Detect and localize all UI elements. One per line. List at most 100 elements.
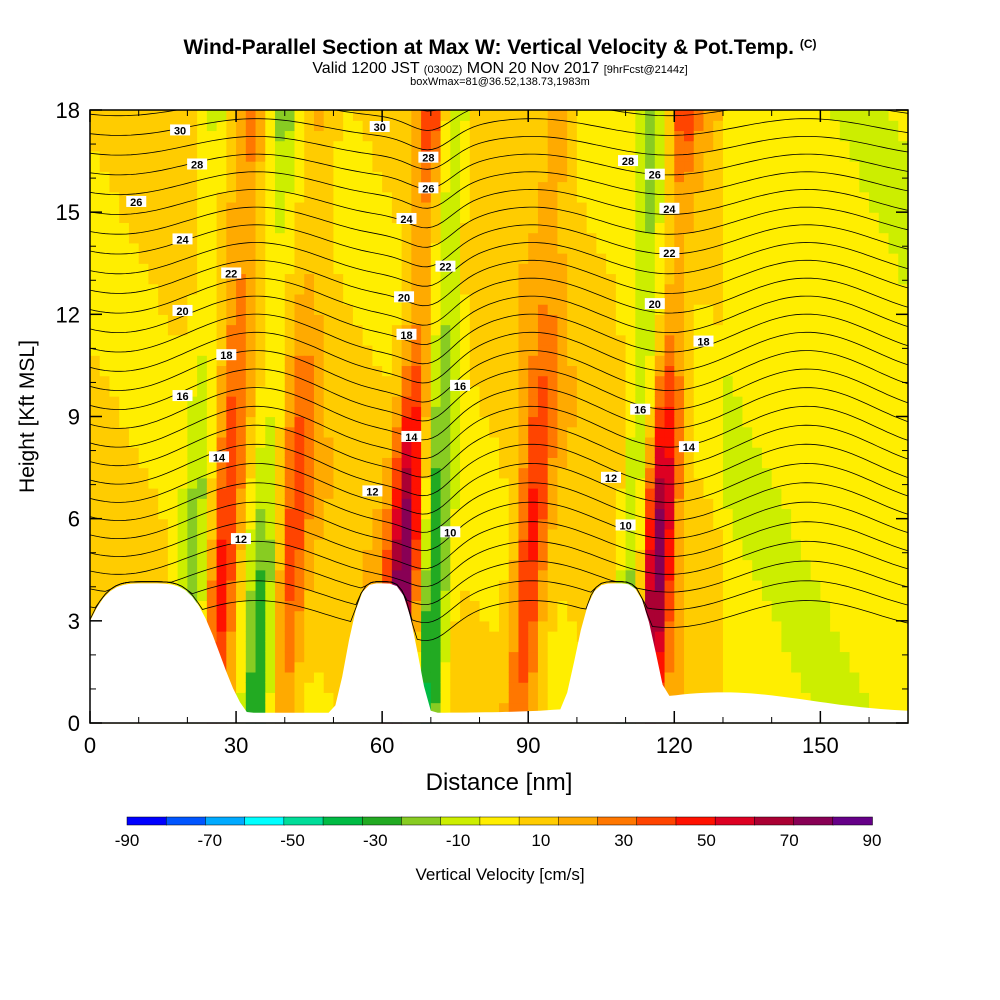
velocity-cell: [567, 324, 578, 336]
velocity-cell: [489, 344, 500, 356]
velocity-cell: [742, 232, 753, 244]
velocity-cell: [489, 181, 500, 193]
velocity-cell: [869, 304, 880, 315]
velocity-cell: [148, 539, 159, 550]
velocity-cell: [99, 344, 111, 356]
velocity-cell: [265, 426, 276, 438]
velocity-cell: [752, 385, 763, 397]
velocity-cell: [469, 385, 481, 397]
velocity-cell: [460, 651, 471, 663]
velocity-cell: [90, 549, 101, 561]
velocity-cell: [693, 375, 705, 387]
velocity-cell: [606, 396, 617, 407]
velocity-cell: [576, 120, 588, 132]
velocity-cell: [830, 314, 841, 326]
velocity-cell: [742, 457, 753, 469]
velocity-cell: [352, 283, 364, 295]
velocity-cell: [469, 273, 481, 285]
velocity-cell: [596, 416, 607, 428]
velocity-cell: [820, 324, 831, 336]
velocity-cell: [401, 222, 412, 234]
velocity-cell: [596, 426, 607, 438]
velocity-cell: [421, 140, 432, 152]
velocity-cell: [391, 283, 403, 295]
velocity-cell: [304, 232, 315, 244]
velocity-cell: [479, 518, 490, 530]
velocity-cell: [703, 579, 714, 591]
velocity-cell: [722, 324, 734, 336]
velocity-cell: [421, 171, 432, 183]
velocity-cell: [323, 375, 335, 387]
velocity-cell: [216, 620, 227, 632]
velocity-cell: [313, 467, 325, 479]
velocity-cell: [508, 508, 520, 520]
velocity-cell: [771, 406, 783, 418]
velocity-cell: [528, 467, 539, 479]
velocity-cell: [294, 539, 305, 550]
velocity-cell: [654, 191, 666, 203]
velocity-cell: [508, 324, 520, 336]
velocity-cell: [275, 671, 286, 683]
velocity-cell: [372, 549, 383, 561]
velocity-cell: [197, 191, 208, 203]
velocity-cell: [440, 416, 451, 428]
velocity-cell: [197, 232, 208, 244]
velocity-cell: [362, 508, 374, 520]
velocity-cell: [791, 253, 802, 264]
velocity-cell: [216, 518, 227, 530]
velocity-cell: [460, 140, 471, 152]
velocity-cell: [255, 436, 266, 448]
velocity-cell: [421, 355, 432, 367]
velocity-cell: [411, 559, 422, 571]
velocity-cell: [421, 579, 432, 591]
velocity-cell: [343, 110, 354, 121]
velocity-cell: [791, 375, 802, 387]
velocity-cell: [781, 375, 792, 387]
velocity-cell: [294, 549, 305, 561]
velocity-cell: [752, 508, 763, 520]
velocity-cell: [440, 375, 451, 387]
velocity-cell: [343, 263, 354, 275]
velocity-cell: [703, 263, 714, 275]
velocity-cell: [430, 610, 442, 622]
velocity-cell: [722, 130, 734, 142]
velocity-cell: [703, 283, 714, 295]
velocity-cell: [401, 130, 412, 142]
velocity-cell: [537, 641, 549, 653]
velocity-cell: [518, 508, 529, 520]
velocity-cell: [333, 610, 344, 622]
velocity-cell: [693, 610, 705, 622]
velocity-cell: [703, 120, 714, 132]
velocity-cell: [800, 242, 812, 254]
velocity-cell: [362, 385, 374, 397]
velocity-cell: [674, 426, 685, 438]
velocity-cell: [722, 569, 734, 581]
velocity-cell: [440, 447, 451, 458]
velocity-cell: [664, 375, 675, 387]
velocity-cell: [460, 508, 471, 520]
velocity-cell: [586, 110, 597, 121]
velocity-cell: [440, 488, 451, 499]
velocity-cell: [713, 620, 724, 632]
velocity-cell: [869, 161, 880, 172]
velocity-cell: [245, 426, 257, 438]
velocity-cell: [528, 355, 539, 367]
velocity-cell: [859, 488, 870, 499]
velocity-cell: [518, 488, 529, 499]
velocity-cell: [275, 375, 286, 387]
velocity-cell: [450, 631, 461, 642]
velocity-cell: [820, 232, 831, 244]
velocity-cell: [128, 569, 140, 581]
velocity-cell: [489, 365, 500, 377]
velocity-cell: [479, 334, 490, 346]
velocity-cell: [732, 518, 744, 530]
velocity-cell: [849, 457, 860, 469]
velocity-cell: [489, 436, 500, 448]
velocity-cell: [839, 436, 851, 448]
velocity-cell: [148, 212, 159, 223]
velocity-cell: [771, 620, 783, 632]
velocity-cell: [187, 304, 198, 315]
velocity-cell: [557, 396, 568, 407]
velocity-cell: [411, 488, 422, 499]
velocity-cell: [820, 549, 831, 561]
